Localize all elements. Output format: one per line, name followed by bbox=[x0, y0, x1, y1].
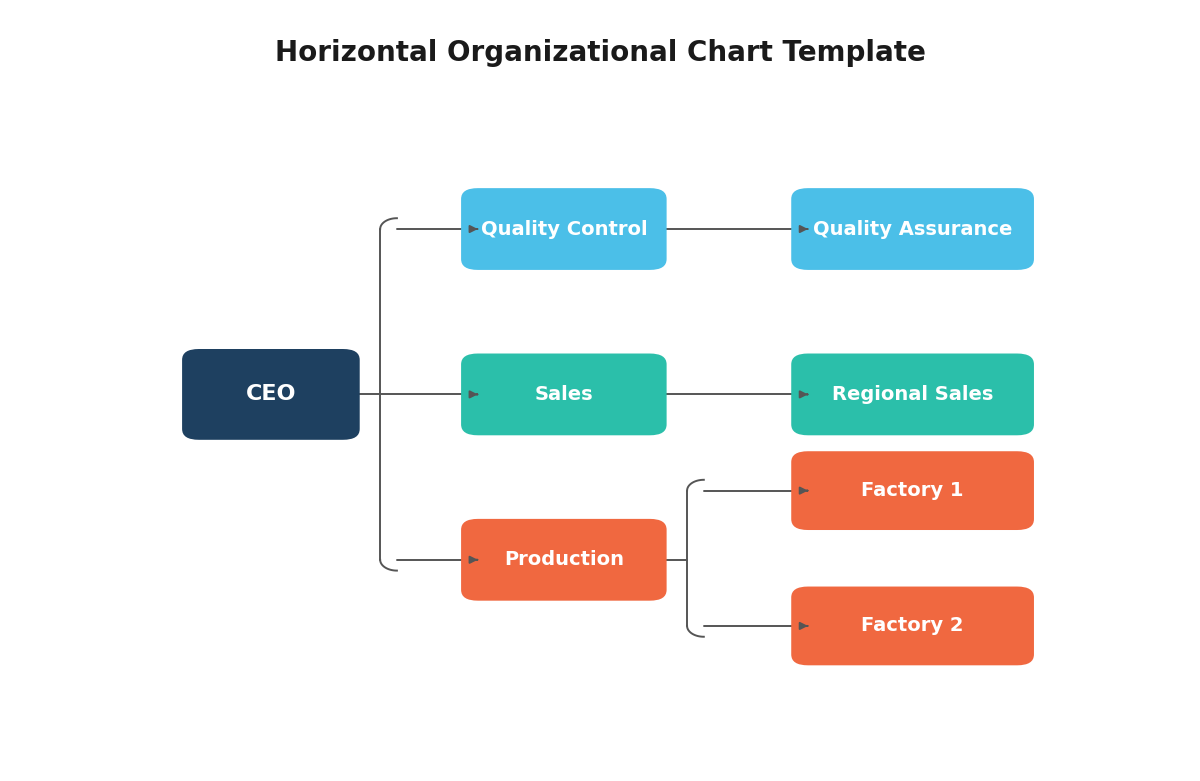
Text: Factory 1: Factory 1 bbox=[862, 481, 964, 500]
Text: Factory 2: Factory 2 bbox=[862, 616, 964, 636]
Text: Production: Production bbox=[504, 551, 624, 569]
Text: Regional Sales: Regional Sales bbox=[832, 385, 994, 404]
FancyBboxPatch shape bbox=[791, 188, 1034, 270]
Text: Horizontal Organizational Chart Template: Horizontal Organizational Chart Template bbox=[275, 39, 925, 67]
Text: Quality Assurance: Quality Assurance bbox=[812, 219, 1013, 238]
FancyBboxPatch shape bbox=[791, 354, 1034, 435]
FancyBboxPatch shape bbox=[791, 451, 1034, 530]
Text: Quality Control: Quality Control bbox=[480, 219, 647, 238]
FancyBboxPatch shape bbox=[182, 349, 360, 440]
Text: CEO: CEO bbox=[246, 384, 296, 405]
Text: Sales: Sales bbox=[534, 385, 593, 404]
FancyBboxPatch shape bbox=[461, 188, 667, 270]
FancyBboxPatch shape bbox=[461, 354, 667, 435]
FancyBboxPatch shape bbox=[791, 587, 1034, 665]
FancyBboxPatch shape bbox=[461, 519, 667, 601]
